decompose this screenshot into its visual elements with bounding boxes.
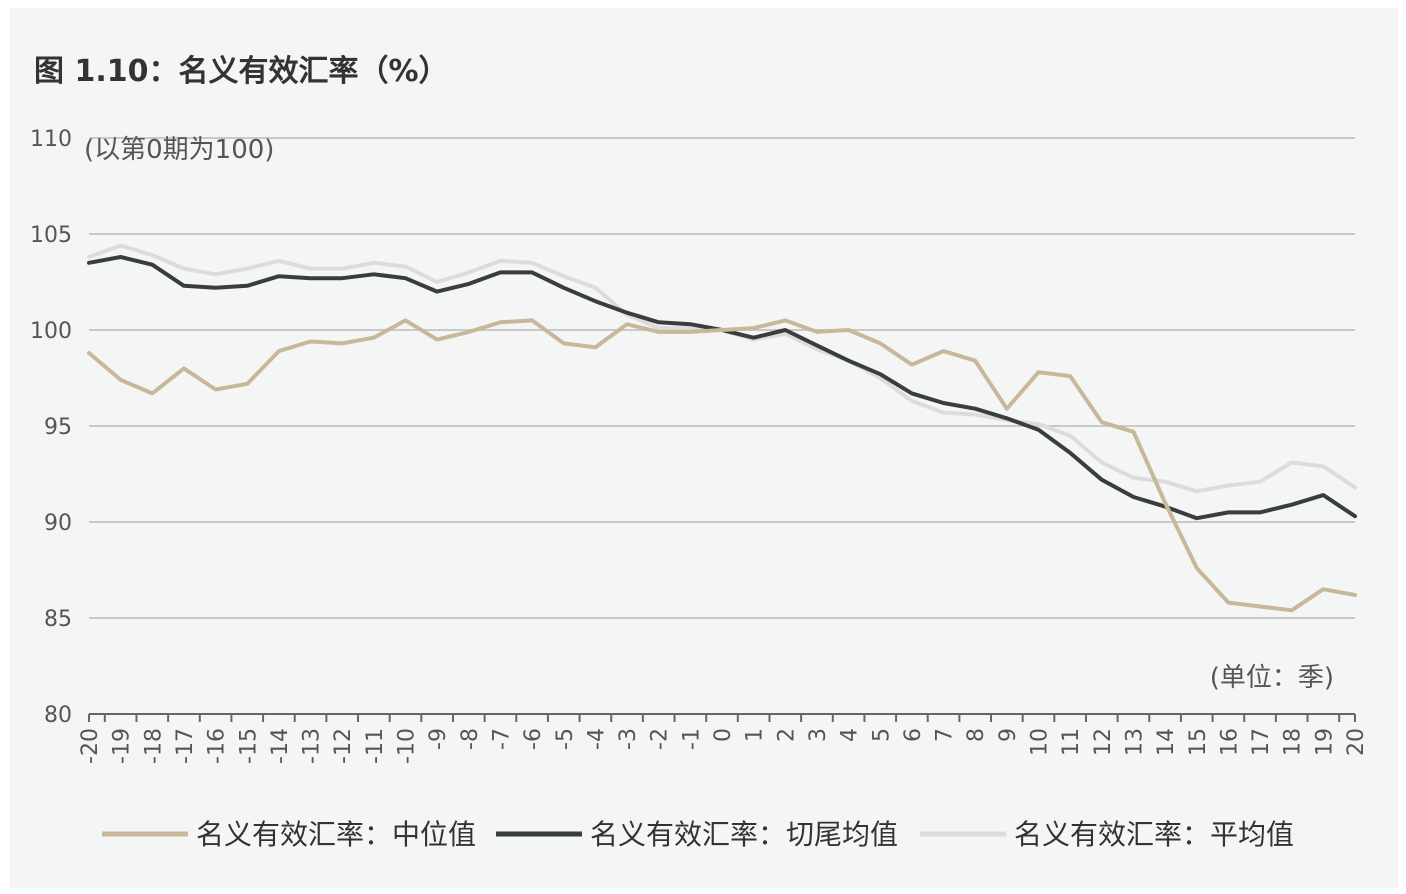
x-tick-label: -18	[141, 728, 166, 764]
series-lines	[87, 243, 1357, 613]
x-tick-label: 15	[1186, 728, 1211, 756]
x-tick-label: -6	[521, 728, 546, 750]
x-tick-label: -15	[236, 728, 261, 764]
x-tick-label: -14	[268, 728, 293, 764]
x-tick-label: 6	[901, 728, 926, 742]
legend-label: 名义有效汇率：切尾均值	[590, 818, 898, 851]
x-tick-label: 19	[1312, 728, 1337, 756]
x-tick-label: -20	[78, 728, 103, 764]
x-tick-label: -5	[553, 728, 578, 750]
x-tick-label: 12	[1091, 728, 1116, 756]
x-tick-label: -3	[616, 728, 641, 750]
x-tick-label: 8	[964, 728, 989, 742]
legend: 名义有效汇率：中位值 名义有效汇率：切尾均值 名义有效汇率：平均值	[102, 818, 1294, 851]
x-tick-label: 18	[1281, 728, 1306, 756]
x-tick-label: 7	[933, 728, 958, 742]
x-tick-label: 3	[806, 728, 831, 742]
y-tick-label: 105	[30, 223, 72, 248]
x-tick-label: -10	[395, 728, 420, 764]
legend-label: 名义有效汇率：中位值	[196, 818, 476, 851]
y-tick-label: 80	[44, 703, 72, 728]
y-axis-note: (以第0期为100)	[84, 135, 274, 165]
x-tick-label: -11	[363, 728, 388, 764]
x-tick-label: -4	[584, 728, 609, 750]
y-tick-label: 95	[44, 415, 72, 440]
x-tick-label: 1	[743, 728, 768, 742]
legend-label: 名义有效汇率：平均值	[1014, 818, 1294, 851]
x-tick-label: 20	[1344, 728, 1369, 756]
x-tick-label: -8	[458, 728, 483, 750]
series-line-0	[87, 318, 1357, 613]
x-tick-label: -9	[426, 728, 451, 750]
x-axis-note: (单位：季)	[1210, 663, 1334, 693]
x-tick-label: 16	[1217, 728, 1242, 756]
x-tick-label: 17	[1249, 728, 1274, 756]
x-tick-label: 5	[869, 728, 894, 742]
x-tick-label: 4	[838, 728, 863, 742]
x-tick-label: 0	[711, 728, 736, 742]
chart-panel: 图 1.10：名义有效汇率（%） -20 -19 -18 -17 -16 -15 -14 -1…	[10, 8, 1398, 888]
x-tick-label: 10	[1028, 728, 1053, 756]
x-tick-label: 2	[774, 728, 799, 742]
x-tick-label: -1	[679, 728, 704, 750]
x-tick-label: -19	[110, 728, 135, 764]
x-tick-label: 13	[1122, 728, 1147, 756]
x-tick-label: -17	[173, 728, 198, 764]
x-tick-label: -13	[300, 728, 325, 764]
x-tick-label: -2	[648, 728, 673, 750]
x-tick-label: -12	[331, 728, 356, 764]
x-tick-label: 9	[996, 728, 1021, 742]
line-chart: -20 -19 -18 -17 -16 -15 -14 -13 -12 -11 -10 -9 -8 -7-…	[30, 127, 1369, 851]
x-tick-label: 11	[1059, 728, 1084, 756]
series-line-2	[87, 243, 1357, 494]
chart-title: 图 1.10：名义有效汇率（%）	[34, 54, 449, 89]
y-tick-label: 100	[30, 319, 72, 344]
y-tick-label: 90	[44, 511, 72, 536]
y-tick-label: 110	[30, 127, 72, 152]
x-tick-label: -16	[205, 728, 230, 764]
y-axis: 80 85 90 95 100 105 110	[30, 127, 72, 728]
x-tick-label: 14	[1154, 728, 1179, 756]
gridlines	[89, 137, 1355, 619]
y-tick-label: 85	[44, 607, 72, 632]
x-tick-label: -7	[489, 728, 514, 750]
x-axis: -20 -19 -18 -17 -16 -15 -14 -13 -12 -11 -10 -9 -8 -7-…	[78, 713, 1369, 764]
series-line-1	[87, 255, 1357, 521]
